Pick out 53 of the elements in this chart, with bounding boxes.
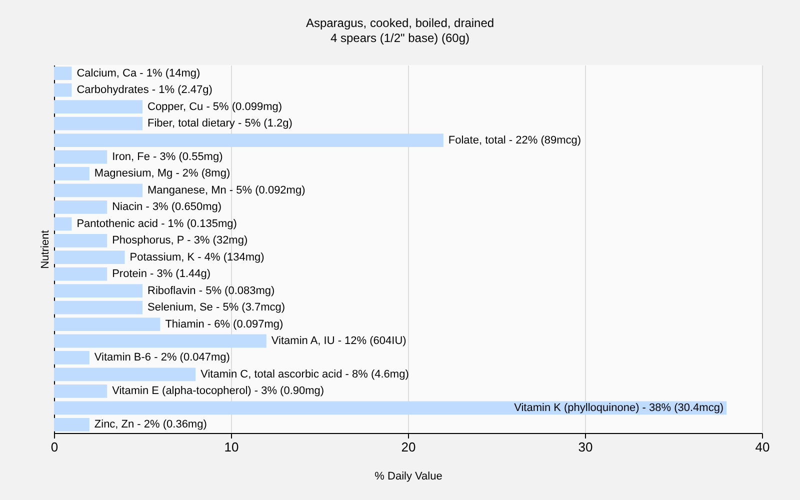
y-tick-label: Niacin - 3% (0.650mg) (112, 201, 222, 214)
chart-title: Asparagus, cooked, boiled, drained (306, 16, 494, 30)
chart-subtitle: 4 spears (1/2" base) (60g) (330, 31, 470, 45)
y-tick-label: Vitamin B-6 - 2% (0.047mg) (94, 352, 230, 364)
bar (54, 418, 90, 432)
bar (54, 217, 72, 231)
bar (54, 267, 108, 281)
bar (54, 150, 108, 164)
bar (54, 368, 196, 382)
bar (54, 401, 727, 415)
bar (54, 250, 125, 264)
y-tick-label: Copper, Cu - 5% (0.099mg) (148, 100, 282, 113)
bar (54, 384, 108, 398)
x-axis-title: % Daily Value (374, 470, 442, 482)
y-tick-label: Protein - 3% (1.44g) (112, 268, 211, 280)
y-tick-label: Phosphorus, P - 3% (32mg) (112, 234, 248, 247)
y-tick-label: Carbohydrates - 1% (2.47g) (76, 84, 212, 96)
y-tick-label: Vitamin E (alpha-tocopherol) - 3% (0.90mg) (112, 385, 324, 398)
bar (54, 66, 72, 80)
bar (54, 284, 142, 298)
y-tick-label: Vitamin C, total ascorbic acid - 8% (4.6mg) (200, 368, 409, 380)
x-tick-label: 30 (578, 440, 593, 454)
y-tick-label: Fiber, total dietary - 5% (1.2g) (148, 118, 292, 130)
y-tick-label: Manganese, Mn - 5% (0.092mg) (148, 184, 306, 196)
y-tick-label: Thiamin - 6% (0.097mg) (165, 318, 284, 330)
bar (54, 184, 142, 198)
y-tick-label: Riboflavin - 5% (0.083mg) (148, 284, 275, 297)
bar (54, 200, 108, 214)
x-tick-label: 40 (755, 440, 770, 454)
bar (54, 167, 90, 180)
x-tick-label: 10 (224, 440, 239, 454)
y-tick-label: Vitamin A, IU - 12% (604IU) (271, 335, 406, 347)
y-axis-title: Nutrient (40, 230, 52, 269)
y-tick-label: Folate, total - 22% (89mcg) (448, 134, 582, 146)
bar (54, 100, 142, 114)
bar (54, 234, 108, 248)
bar (54, 351, 90, 364)
bar (54, 83, 72, 97)
bar (54, 134, 444, 147)
x-tick-label: 20 (401, 440, 416, 454)
bar (54, 116, 142, 130)
y-tick-label: Iron, Fe - 3% (0.55mg) (112, 151, 223, 163)
y-tick-label: Vitamin K (phylloquinone) - 38% (30.4mcg) (514, 402, 724, 414)
y-tick-label: Selenium, Se - 5% (3.7mcg) (148, 302, 286, 314)
y-tick-label: Potassium, K - 4% (134mg) (130, 251, 264, 264)
bar (54, 334, 266, 348)
y-tick-label: Pantothenic acid - 1% (0.135mg) (76, 218, 237, 230)
bar (54, 318, 160, 331)
y-tick-label: Magnesium, Mg - 2% (8mg) (94, 168, 230, 180)
y-tick-label: Calcium, Ca - 1% (14mg) (76, 67, 200, 80)
y-tick-label: Zinc, Zn - 2% (0.36mg) (94, 418, 207, 431)
x-tick-label: 0 (50, 440, 58, 454)
bar (54, 300, 142, 314)
